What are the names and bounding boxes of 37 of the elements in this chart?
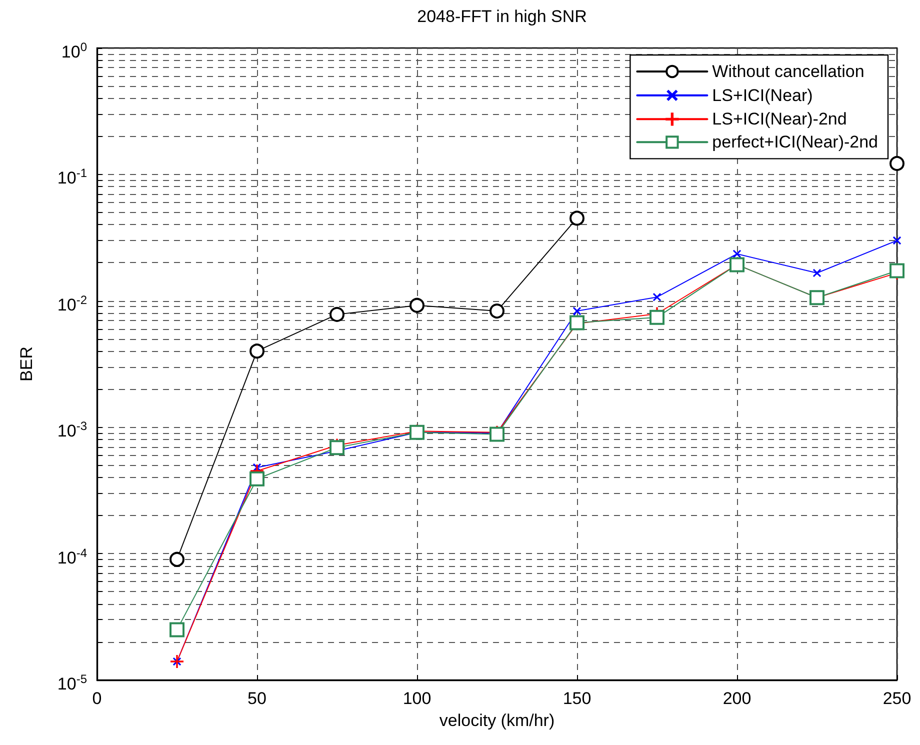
y-tick-label: 10$^{-1}$ <box>57 165 87 190</box>
y-tick-label: 10$^{0}$ <box>61 39 87 63</box>
x-axis-title: velocity (km/hr) <box>439 711 555 730</box>
legend-label: LS+ICI(Near)-2nd <box>712 110 847 129</box>
point <box>490 426 504 442</box>
x-tick-label: 150 <box>562 689 592 708</box>
y-tick-label: 10$^{-4}$ <box>57 544 87 568</box>
point <box>890 263 904 278</box>
point <box>490 304 504 319</box>
point <box>170 622 184 638</box>
point <box>330 440 344 456</box>
x-tick-label: 50 <box>248 689 266 708</box>
y-axis-title: BER <box>17 346 36 382</box>
x-tick-label: 250 <box>882 689 912 708</box>
x-tick-label: 100 <box>402 689 432 708</box>
point <box>170 655 184 668</box>
point <box>573 307 581 315</box>
chart-title: 2048-FFT in high SNR <box>417 7 587 26</box>
legend-label: LS+ICI(Near) <box>712 86 813 105</box>
y-tick-label: 10$^{-2}$ <box>57 292 87 316</box>
point <box>250 471 264 486</box>
y-tick-label: 10$^{-3}$ <box>57 418 87 442</box>
point <box>250 344 264 359</box>
point <box>733 250 741 258</box>
point <box>410 298 424 313</box>
point <box>653 293 661 301</box>
point <box>570 210 584 226</box>
point <box>170 552 184 567</box>
point <box>813 269 821 277</box>
x-tick-label: 0 <box>92 689 102 708</box>
point <box>330 306 344 322</box>
point <box>890 156 904 171</box>
y-tick-label: 10$^{-5}$ <box>57 671 87 695</box>
point <box>893 236 901 244</box>
legend-label: Without cancellation <box>712 62 864 81</box>
legend-label: perfect+ICI(Near)-2nd <box>712 132 878 152</box>
x-tick-label: 200 <box>722 689 752 708</box>
